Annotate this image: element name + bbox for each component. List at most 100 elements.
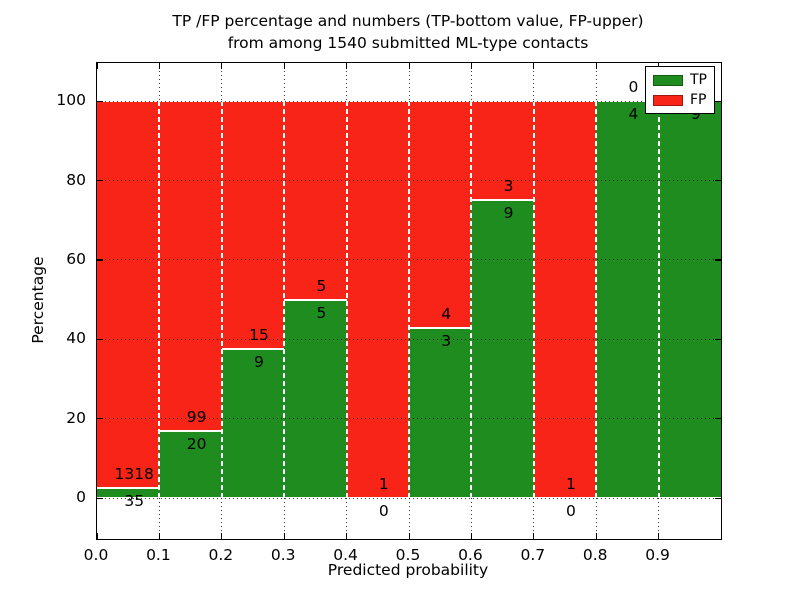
bar-segment-tp [284, 299, 347, 499]
bar-boundary [158, 101, 161, 499]
bar-tp-count: 5 [316, 303, 327, 322]
y-gridline [97, 338, 721, 340]
y-tick-label: 0 [76, 488, 86, 507]
y-tickmark-right [715, 259, 721, 261]
bar-edge [284, 298, 347, 301]
y-tickmark-right [715, 497, 721, 499]
x-gridline-lower [408, 498, 410, 539]
bar-boundary [283, 101, 286, 499]
bar-segment-tp [97, 487, 160, 499]
y-tickmark-left [97, 180, 103, 182]
x-tickmark-top [158, 63, 161, 69]
legend-label-fp: FP [690, 92, 707, 108]
bar-tp-count: 4 [628, 105, 639, 124]
y-tickmark-right [715, 418, 721, 420]
bar-boundary [532, 101, 535, 499]
y-axis-label: Percentage [29, 256, 47, 344]
x-tick-label: 0.3 [270, 546, 296, 564]
y-tickmark-left [97, 418, 103, 420]
x-gridline-lower [595, 498, 597, 539]
x-tickmark-bottom [346, 533, 348, 539]
x-tickmark-bottom [658, 533, 660, 539]
x-tickmark-bottom [158, 533, 161, 539]
bar-edge [221, 348, 285, 351]
bar-boundary [220, 101, 223, 499]
legend-label-tp: TP [690, 72, 707, 88]
x-gridline-lower [221, 498, 223, 539]
x-gridline-upper [283, 63, 285, 102]
bar-segment-tp [409, 327, 472, 499]
bar-segment-tp [471, 200, 534, 499]
bar-tp-count: 9 [503, 204, 514, 223]
y-gridline [97, 418, 721, 420]
bar-tp-count: 9 [690, 105, 701, 124]
x-tick-label: 0.4 [333, 546, 358, 564]
x-axis-label: Predicted probability [327, 561, 489, 579]
y-gridline [97, 259, 721, 261]
bar-segment-fp [471, 101, 534, 201]
x-tickmark-bottom [470, 533, 473, 539]
bar-fp-count: 3 [503, 177, 514, 196]
chart-title-line2: from among 1540 submitted ML-type contac… [227, 34, 589, 52]
x-gridline-lower [346, 498, 348, 539]
bar-boundary [345, 101, 348, 499]
x-tickmark-top [96, 63, 98, 69]
bar-segment-fp [97, 101, 160, 488]
bar-segment-tp [658, 101, 721, 499]
x-tickmark-bottom [595, 533, 597, 539]
x-tick-label: 0.0 [83, 546, 109, 564]
bar-tp-count: 0 [566, 502, 576, 521]
plot-area: 131835992015955104339100409 [96, 62, 722, 540]
bar-fp-count: 1 [378, 475, 389, 494]
legend-tp-swatch-icon [653, 75, 683, 86]
x-gridline-lower [283, 498, 285, 539]
bar-edge [471, 199, 534, 202]
y-tickmark-left [97, 100, 103, 102]
y-tickmark-right [715, 100, 721, 102]
x-tickmark-bottom [408, 533, 410, 539]
y-tick-label: 80 [66, 170, 86, 189]
x-tickmark-top [283, 63, 285, 69]
bar-tp-count: 9 [254, 353, 264, 372]
x-tickmark-bottom [96, 533, 98, 539]
y-tick-label: 40 [66, 329, 86, 348]
x-gridline-upper [595, 63, 597, 102]
x-gridline-lower [658, 498, 660, 539]
bar-boundary [408, 101, 410, 499]
x-gridline-upper [533, 63, 535, 102]
bar-fp-count: 5 [316, 276, 327, 295]
legend-entry-tp: TP [653, 73, 708, 88]
x-tickmark-bottom [221, 533, 223, 539]
y-gridline [97, 100, 721, 102]
y-tickmark-right [715, 338, 721, 340]
x-tick-label: 0.9 [645, 546, 670, 564]
x-tickmark-top [533, 63, 535, 69]
bar-tp-count: 3 [441, 331, 452, 350]
x-tickmark-bottom [533, 533, 535, 539]
chart-title-line1: TP /FP percentage and numbers (TP-bottom… [172, 12, 644, 30]
bar-boundary [595, 101, 598, 499]
bar-edge [97, 486, 160, 489]
x-tickmark-top [221, 63, 223, 69]
y-tickmark-left [97, 338, 103, 340]
bar-boundary [657, 101, 660, 499]
x-gridline-lower [470, 498, 472, 539]
y-gridline [97, 180, 721, 181]
legend-entry-fp: FP [653, 93, 708, 108]
bar-segment-tp [596, 101, 659, 499]
bar-fp-count: 15 [249, 326, 269, 345]
x-tick-label: 0.1 [146, 546, 171, 564]
x-tickmark-top [595, 63, 597, 69]
bar-segment-tp [159, 431, 222, 499]
y-tick-label: 60 [66, 249, 86, 268]
x-tick-label: 0.7 [520, 546, 546, 564]
bar-fp-count: 1 [566, 475, 576, 494]
bar-fp-count: 99 [186, 408, 207, 427]
x-tickmark-top [408, 63, 410, 69]
bar-edge [159, 430, 222, 433]
x-tickmark-top [346, 63, 348, 69]
bar-segment-fp [346, 101, 409, 499]
y-tick-label: 100 [56, 91, 86, 110]
x-gridline-lower [533, 498, 535, 539]
x-tick-label: 0.6 [458, 546, 483, 564]
